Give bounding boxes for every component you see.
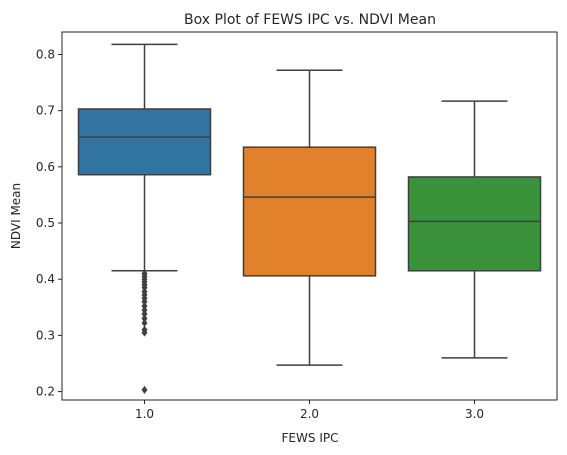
y-tick-label: 0.3 — [36, 328, 55, 342]
box-group-2-0 — [242, 69, 377, 366]
y-axis: 0.2 0.3 0.4 0.5 0.6 0.7 0.8 — [36, 47, 62, 399]
plot-area — [77, 43, 542, 394]
outlier-point — [141, 319, 148, 328]
x-axis: 1.0 2.0 3.0 — [135, 400, 484, 421]
x-tick-label: 1.0 — [135, 407, 154, 421]
outlier-point — [141, 385, 148, 394]
box-iqr — [407, 176, 542, 272]
box-iqr — [77, 108, 212, 176]
y-tick-label: 0.6 — [36, 160, 55, 174]
chart-title: Box Plot of FEWS IPC vs. NDVI Mean — [184, 12, 436, 28]
y-tick-label: 0.7 — [36, 104, 55, 118]
box-iqr — [242, 146, 377, 277]
y-axis-title: NDVI Mean — [9, 183, 23, 249]
y-tick-label: 0.5 — [36, 216, 55, 230]
x-axis-title: FEWS IPC — [282, 431, 339, 445]
box-group-1-0 — [77, 43, 212, 394]
outlier-point — [141, 297, 148, 306]
y-tick-label: 0.2 — [36, 385, 55, 399]
outlier-point — [141, 328, 148, 337]
outlier-point — [141, 310, 148, 319]
x-tick-label: 3.0 — [465, 407, 484, 421]
y-tick-label: 0.4 — [36, 272, 55, 286]
x-tick-label: 2.0 — [300, 407, 319, 421]
outlier-point — [141, 314, 148, 323]
box-group-3-0 — [407, 100, 542, 359]
y-tick-label: 0.8 — [36, 47, 55, 61]
